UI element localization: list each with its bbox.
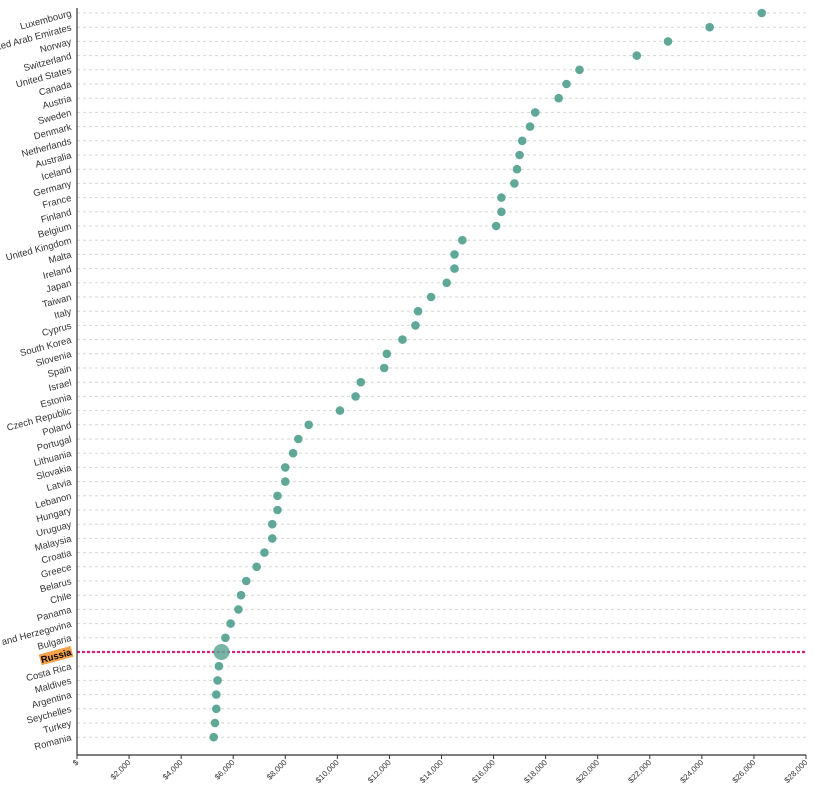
data-point xyxy=(335,406,345,415)
data-point xyxy=(413,306,423,316)
highlight-label-background xyxy=(38,646,74,666)
data-point xyxy=(288,448,298,458)
data-point xyxy=(234,605,243,614)
data-point xyxy=(442,278,452,288)
data-point xyxy=(267,534,277,543)
data-point xyxy=(530,108,540,117)
x-tick-label: $24,000 xyxy=(678,758,705,785)
data-point xyxy=(562,79,571,89)
data-point xyxy=(398,335,407,344)
x-tick-label: $6,000 xyxy=(213,758,237,782)
data-point xyxy=(458,235,467,245)
data-point xyxy=(705,22,714,32)
x-tick-label: $16,000 xyxy=(470,758,497,785)
x-tick-label: $20,000 xyxy=(574,758,601,785)
data-point xyxy=(632,51,642,60)
x-tick-label: $28,000 xyxy=(783,758,810,785)
data-point xyxy=(241,576,251,586)
x-tick-label: $14,000 xyxy=(418,758,445,785)
data-point xyxy=(211,704,221,714)
data-point xyxy=(450,264,459,273)
data-point xyxy=(491,221,501,231)
x-tick-label: $2,000 xyxy=(109,758,133,782)
x-tick-label: $4,000 xyxy=(161,758,185,782)
highlighted-data-point xyxy=(213,644,230,660)
data-point xyxy=(515,150,524,160)
data-point xyxy=(294,434,303,444)
data-point xyxy=(211,690,221,699)
data-point xyxy=(497,193,506,202)
y-tick-label: Romania xyxy=(33,732,73,753)
data-point xyxy=(512,164,522,174)
data-point xyxy=(304,420,314,430)
data-point xyxy=(382,349,392,359)
x-tick-label: $26,000 xyxy=(731,758,758,785)
data-point xyxy=(213,676,222,685)
data-point xyxy=(221,633,230,643)
data-point xyxy=(411,321,420,330)
x-tick-label: $ xyxy=(71,758,81,768)
data-point xyxy=(757,8,767,18)
data-point xyxy=(273,505,282,515)
data-point xyxy=(379,363,389,373)
data-point xyxy=(356,377,366,387)
data-point xyxy=(252,562,261,572)
data-point xyxy=(517,136,527,146)
data-point xyxy=(267,519,277,529)
x-tick-label: $12,000 xyxy=(366,758,393,785)
x-tick-label: $8,000 xyxy=(265,758,289,782)
data-point xyxy=(663,37,673,46)
data-point xyxy=(426,292,436,302)
data-point xyxy=(273,491,282,501)
data-point xyxy=(450,250,459,259)
data-point xyxy=(510,179,519,188)
data-point xyxy=(209,732,218,742)
data-point xyxy=(280,477,290,486)
data-point xyxy=(351,392,360,401)
data-point xyxy=(575,65,584,75)
y-tick-label: Chile xyxy=(49,590,73,606)
data-point xyxy=(525,122,535,131)
data-point xyxy=(260,548,269,557)
data-point xyxy=(226,619,235,628)
data-point xyxy=(554,93,563,103)
data-point xyxy=(497,207,506,217)
x-tick-label: $22,000 xyxy=(626,758,653,785)
data-point xyxy=(210,718,220,728)
data-point xyxy=(214,661,224,671)
x-tick-label: $10,000 xyxy=(314,758,341,785)
y-tick-label: Italy xyxy=(53,306,73,321)
data-point xyxy=(280,463,290,472)
data-point xyxy=(236,590,246,600)
x-tick-label: $18,000 xyxy=(522,758,549,785)
